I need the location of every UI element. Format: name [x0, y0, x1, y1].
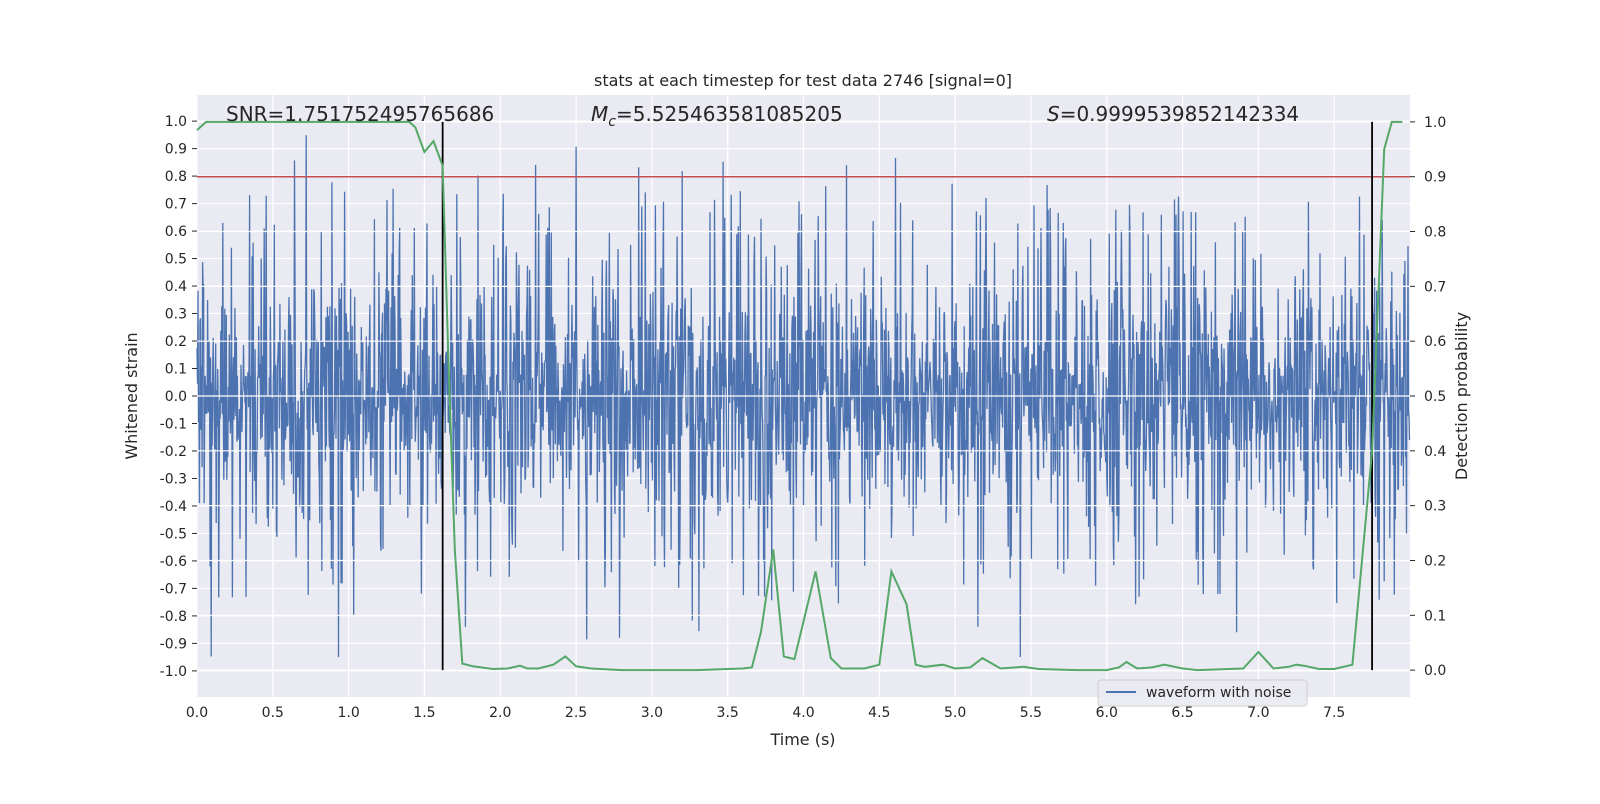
y-right-tick-label: 0.8	[1424, 225, 1446, 241]
waveform-series	[196, 135, 1411, 658]
chart-title: stats at each timestep for test data 274…	[594, 71, 1012, 90]
y-right-tick-label: 0.0	[1424, 663, 1446, 679]
s-symbol: S	[1047, 102, 1060, 126]
x-tick-label: 7.0	[1247, 705, 1269, 721]
mc-symbol: M	[591, 102, 608, 126]
x-tick-label: 2.0	[489, 705, 511, 721]
y-right-tick-label: 0.9	[1424, 170, 1446, 186]
y-right-tick-label: 0.5	[1424, 389, 1446, 405]
y-tick-label: -0.7	[160, 581, 187, 597]
legend-box	[1097, 679, 1308, 707]
y-tick-label: 0.1	[165, 362, 187, 378]
y-tick-label: -0.1	[160, 416, 187, 432]
y-tick-label: -0.3	[160, 471, 187, 487]
x-tick-label: 6.5	[1171, 705, 1193, 721]
snr-annotation: SNR=1.751752495765686	[226, 102, 494, 126]
y-tick-label: -0.5	[160, 526, 187, 542]
y-tick-label: -1.0	[160, 664, 187, 680]
y-right-tick-label: 0.4	[1424, 444, 1446, 460]
ticks: 0.0 0.5 1.0 1.5 2.0 2.5 3.0 3.5 4.0 4.5 5.0 5.5 6.0 6…	[160, 114, 1447, 721]
y-right-tick-label: 0.7	[1424, 279, 1446, 295]
y-tick-label: 0.2	[165, 334, 187, 350]
y-right-tick-label: 0.3	[1424, 499, 1446, 515]
overlay	[196, 120, 1410, 672]
x-tick-label: 5.5	[1020, 705, 1042, 721]
x-tick-label: 6.0	[1096, 705, 1118, 721]
y-tick-label: 0.3	[165, 307, 187, 323]
y-tick-label: -0.4	[160, 499, 187, 515]
chirp-mass-annotation: Mc=5.525463581085205	[591, 102, 843, 130]
legend: waveform with noise	[1097, 679, 1308, 707]
detection-probability-line	[196, 120, 1403, 672]
y-tick-label: 1.0	[165, 114, 187, 130]
s-value: =0.9999539852142334	[1060, 102, 1299, 126]
waveform-line	[196, 135, 1411, 658]
x-tick-label: 0.0	[186, 705, 208, 721]
y-tick-label: 0.4	[165, 279, 187, 295]
x-tick-label: 4.5	[868, 705, 890, 721]
y-right-tick-label: 0.6	[1424, 334, 1446, 350]
x-tick-label: 4.0	[792, 705, 814, 721]
y-right-tick-label: 1.0	[1424, 115, 1446, 131]
x-tick-label: 7.5	[1323, 705, 1345, 721]
s-annotation: S=0.9999539852142334	[1047, 102, 1299, 126]
x-tick-label: 1.0	[337, 705, 359, 721]
y-tick-label: -0.2	[160, 444, 187, 460]
x-axis-label: Time (s)	[769, 730, 835, 749]
y-tick-label: 0.9	[165, 142, 187, 158]
x-tick-label: 1.5	[413, 705, 435, 721]
x-tick-label: 0.5	[262, 705, 284, 721]
y-tick-label: -0.9	[160, 636, 187, 652]
y-tick-label: 0.5	[165, 252, 187, 268]
legend-label-waveform: waveform with noise	[1146, 685, 1291, 701]
x-tick-label: 3.5	[717, 705, 739, 721]
y-right-tick-label: 0.1	[1424, 608, 1446, 624]
x-tick-label: 2.5	[565, 705, 587, 721]
y-right-axis-label: Detection probability	[1452, 312, 1471, 480]
y-tick-label: 0.6	[165, 224, 187, 240]
x-tick-label: 3.0	[641, 705, 663, 721]
y-axis-label: Whitened strain	[122, 332, 141, 459]
y-tick-label: 0.7	[165, 197, 187, 213]
x-tick-label: 5.0	[944, 705, 966, 721]
y-right-tick-label: 0.2	[1424, 553, 1446, 569]
y-tick-label: 0.8	[165, 169, 187, 185]
mc-subscript: c	[608, 114, 616, 130]
y-tick-label: -0.8	[160, 609, 187, 625]
mc-value: =5.525463581085205	[616, 102, 843, 126]
y-tick-label: 0.0	[165, 389, 187, 405]
y-tick-label: -0.6	[160, 554, 187, 570]
